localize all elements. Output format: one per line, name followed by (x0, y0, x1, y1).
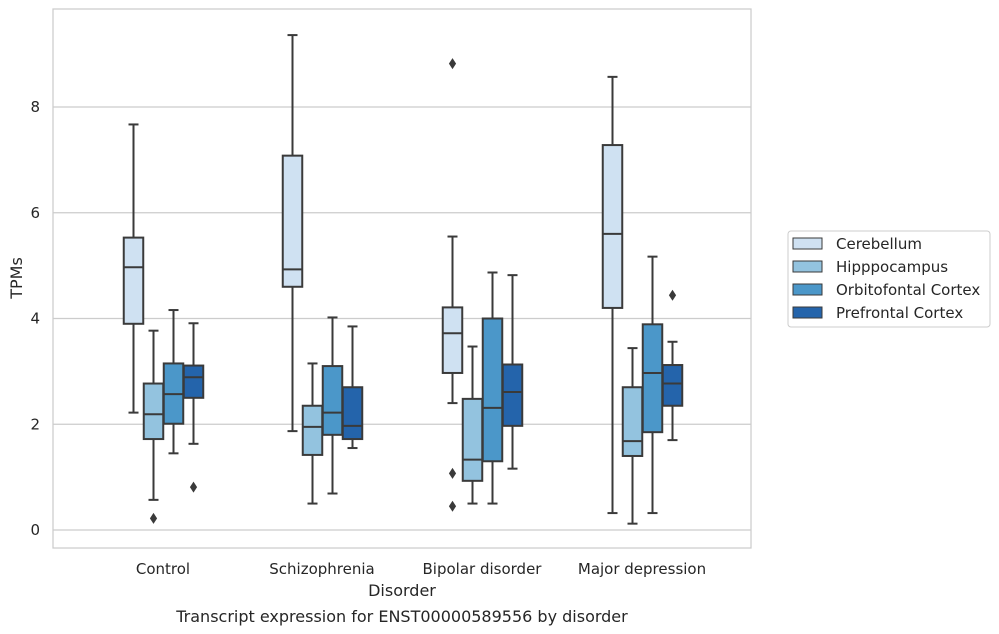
box-orbitofontal-cortex (641, 255, 664, 515)
plot-area (122, 34, 684, 525)
box-body (321, 365, 344, 436)
box-prefrontal-cortex (501, 274, 524, 470)
chart-caption: Transcript expression for ENST0000058955… (175, 607, 628, 626)
outlier-point (448, 500, 457, 512)
grid-lines (53, 106, 751, 531)
box-body (142, 382, 165, 441)
box-body (182, 364, 205, 399)
box-cerebellum (122, 123, 145, 414)
box-prefrontal-cortex (182, 322, 205, 493)
outlier-point (149, 512, 158, 524)
box-body (441, 306, 464, 374)
box-body (281, 154, 304, 288)
legend-swatch-hippocampus (792, 260, 823, 273)
box-prefrontal-cortex (341, 325, 364, 450)
box-body (122, 236, 145, 325)
outlier-point (189, 481, 198, 493)
x-tick-label: Bipolar disorder (423, 560, 543, 578)
box-cerebellum (601, 75, 624, 515)
box-cerebellum (281, 34, 304, 433)
legend-label-cerebellum: Cerebellum (836, 235, 922, 253)
box-cerebellum (441, 58, 464, 512)
y-tick-label: 0 (30, 521, 40, 539)
x-tick-label: Control (136, 560, 190, 578)
legend-label-hippocampus: Hipppocampus (836, 258, 948, 276)
box-body (501, 363, 524, 427)
legend-label-prefrontal: Prefrontal Cortex (836, 304, 963, 322)
box-body (661, 364, 684, 407)
plot-frame (52, 8, 752, 549)
legend-swatch-cerebellum (792, 237, 823, 250)
x-tick-label: Schizophrenia (269, 560, 374, 578)
legend-swatch-prefrontal (792, 306, 823, 319)
box-prefrontal-cortex (661, 289, 684, 442)
box-hipppocampus (461, 345, 484, 505)
outlier-point (448, 58, 457, 70)
legend-label-orbitofrontal: Orbitofontal Cortex (836, 281, 980, 299)
box-hipppocampus (301, 362, 324, 505)
legend-frame (787, 230, 991, 328)
y-tick-labels: 0 2 4 6 8 (30, 98, 40, 539)
y-tick-label: 6 (30, 204, 40, 222)
x-tick-label: Major depression (578, 560, 706, 578)
box-orbitofontal-cortex (162, 309, 185, 455)
legend: Cerebellum Hipppocampus Orbitofontal Cor… (787, 230, 991, 328)
y-axis-title: TPMs (7, 257, 26, 300)
box-body (341, 386, 364, 441)
box-body (301, 404, 324, 456)
y-tick-label: 2 (30, 415, 40, 433)
box-body (601, 144, 624, 309)
x-tick-labels: Control Schizophrenia Bipolar disorder Majo… (136, 560, 706, 578)
legend-swatch-orbitofrontal (792, 283, 823, 296)
outlier-point (448, 467, 457, 479)
y-tick-label: 8 (30, 98, 40, 116)
box-hipppocampus (621, 347, 644, 525)
box-body (641, 323, 664, 434)
outlier-point (668, 289, 677, 301)
box-hipppocampus (142, 329, 165, 524)
box-body (461, 397, 484, 482)
x-axis-title: Disorder (368, 581, 436, 600)
box-body (481, 317, 504, 463)
box-body (621, 386, 644, 457)
box-orbitofontal-cortex (321, 316, 344, 495)
y-tick-label: 4 (30, 310, 40, 328)
box-orbitofontal-cortex (481, 271, 504, 505)
